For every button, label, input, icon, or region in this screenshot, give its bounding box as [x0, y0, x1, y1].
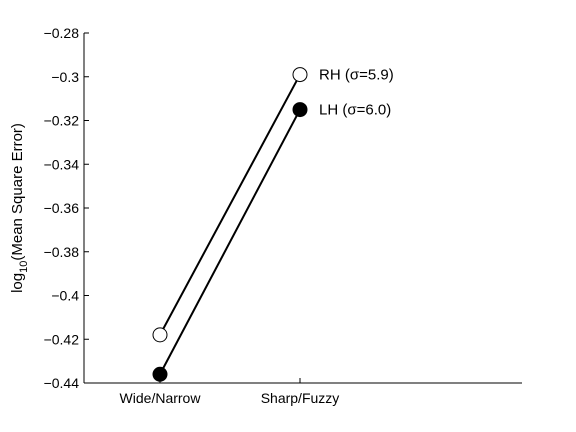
series-label: LH (σ=6.0): [319, 102, 391, 119]
series-line: [159, 109, 301, 375]
y-tick-label: −0.44: [44, 375, 80, 391]
series-line: [159, 74, 301, 336]
series-group: RH (σ=5.9) LH (σ=6.0): [152, 67, 394, 382]
y-tick-label: −0.28: [44, 25, 80, 41]
y-tick-label: −0.42: [44, 331, 80, 347]
y-axis-title-pre: log: [9, 273, 26, 293]
y-tick-label: −0.34: [44, 156, 80, 172]
open-circle-marker: [152, 327, 168, 343]
y-axis-title-post: (Mean Square Error): [9, 123, 26, 261]
open-circle-marker: [292, 67, 308, 83]
filled-circle-marker: [152, 366, 168, 382]
x-tick-label: Wide/Narrow: [120, 390, 202, 406]
y-ticks: −0.28 −0.3 −0.32 −0.34 −0.36 −0.38 −0.4 −0.42 −0…: [44, 25, 89, 391]
y-tick-label: −0.4: [51, 288, 79, 304]
x-tick-label: Sharp/Fuzzy: [261, 390, 340, 406]
y-axis-title-sub: 10: [18, 261, 30, 273]
y-axis-title: log10(Mean Square Error): [9, 123, 30, 293]
filled-circle-marker: [292, 102, 308, 118]
x-ticks: Wide/Narrow Sharp/Fuzzy: [120, 378, 340, 406]
series-label: RH (σ=5.9): [319, 67, 394, 84]
y-tick-label: −0.32: [44, 113, 80, 129]
y-tick-label: −0.3: [51, 69, 79, 85]
y-tick-label: −0.38: [44, 244, 80, 260]
y-tick-label: −0.36: [44, 200, 80, 216]
